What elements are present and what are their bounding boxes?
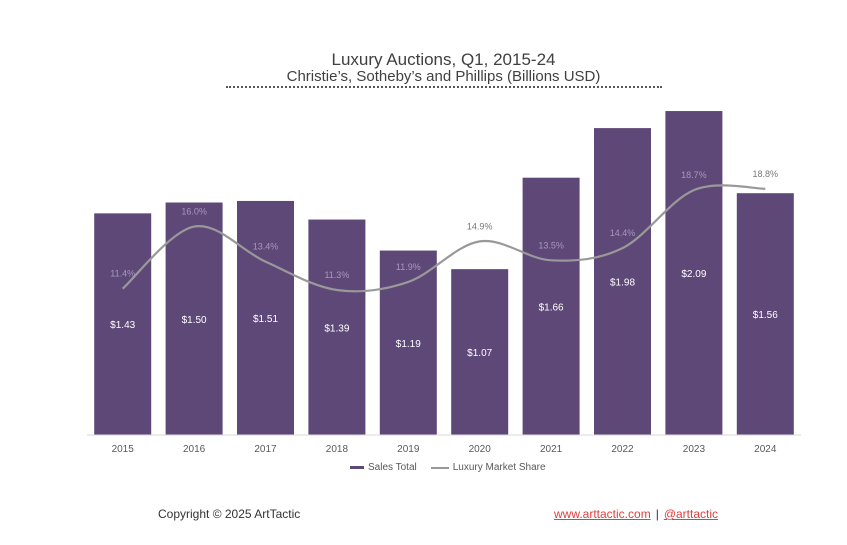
twitter-handle-link[interactable]: @arttactic [663,507,719,521]
x-tick-label: 2016 [183,444,206,455]
x-tick-label: 2020 [469,444,492,455]
chart-subtitle: Christie’s, Sotheby’s and Phillips (Bill… [286,68,601,85]
bar-2024 [736,193,794,435]
bar-2017 [237,200,294,435]
bar-value-label: $1.19 [396,339,421,350]
bar-value-label: $1.56 [753,310,778,321]
website-link[interactable]: www.arttactic.com [554,507,651,521]
market-share-line [121,184,766,293]
market-share-label: 18.7% [681,170,707,180]
x-tick-label: 2019 [397,444,420,455]
market-share-label: 14.9% [467,221,493,231]
bar-value-label: $2.09 [681,269,706,280]
x-tick-label: 2024 [754,444,777,455]
market-share-label: 11.4% [110,269,135,279]
footer-separator: | [655,507,659,521]
x-tick-label: 2015 [112,444,135,455]
x-tick-label: 2022 [611,444,634,455]
bar-2023 [665,111,723,436]
legend: Sales Total Luxury Market Share [350,462,560,473]
legend-item-sales-total: Sales Total [350,462,417,473]
bar-value-label: $1.43 [110,320,135,331]
market-share-label: 18.8% [753,169,779,179]
legend-swatch-sales-total [350,466,364,469]
legend-label-sales-total: Sales Total [368,462,417,473]
legend-label-market-share: Luxury Market Share [452,462,546,473]
bar-value-label: $1.51 [253,314,278,325]
x-tick-label: 2023 [683,444,706,455]
market-share-label: 16.0% [181,207,207,217]
market-share-label: 14.4% [610,228,636,238]
bar-2016 [165,202,223,435]
bar-2021 [522,177,580,435]
bar-value-label: $1.50 [182,315,207,326]
chart-title: Luxury Auctions, Q1, 2015-24 [331,50,556,69]
bar-2020 [451,269,509,435]
title-divider [226,86,662,88]
market-share-label: 13.4% [253,242,279,252]
legend-swatch-market-share [430,466,449,469]
bar-value-label: $1.39 [324,323,349,334]
copyright-text: Copyright © 2025 ArtTactic [158,507,301,521]
x-tick-label: 2018 [326,444,349,455]
market-share-label: 11.3% [324,270,349,280]
bar-2018 [308,219,366,435]
bar-value-label: $1.98 [610,278,635,289]
x-tick-label: 2021 [540,444,563,455]
footer-links: www.arttactic.com | @arttactic [554,507,718,521]
bar-2022 [594,128,651,435]
market-share-label: 13.5% [538,240,564,250]
bar-value-label: $1.07 [467,348,492,359]
bar-2015 [94,213,152,435]
legend-item-market-share: Luxury Market Share [430,462,546,473]
bar-value-label: $1.66 [539,302,564,313]
market-share-label: 11.9% [396,262,421,272]
x-tick-label: 2017 [254,444,277,455]
